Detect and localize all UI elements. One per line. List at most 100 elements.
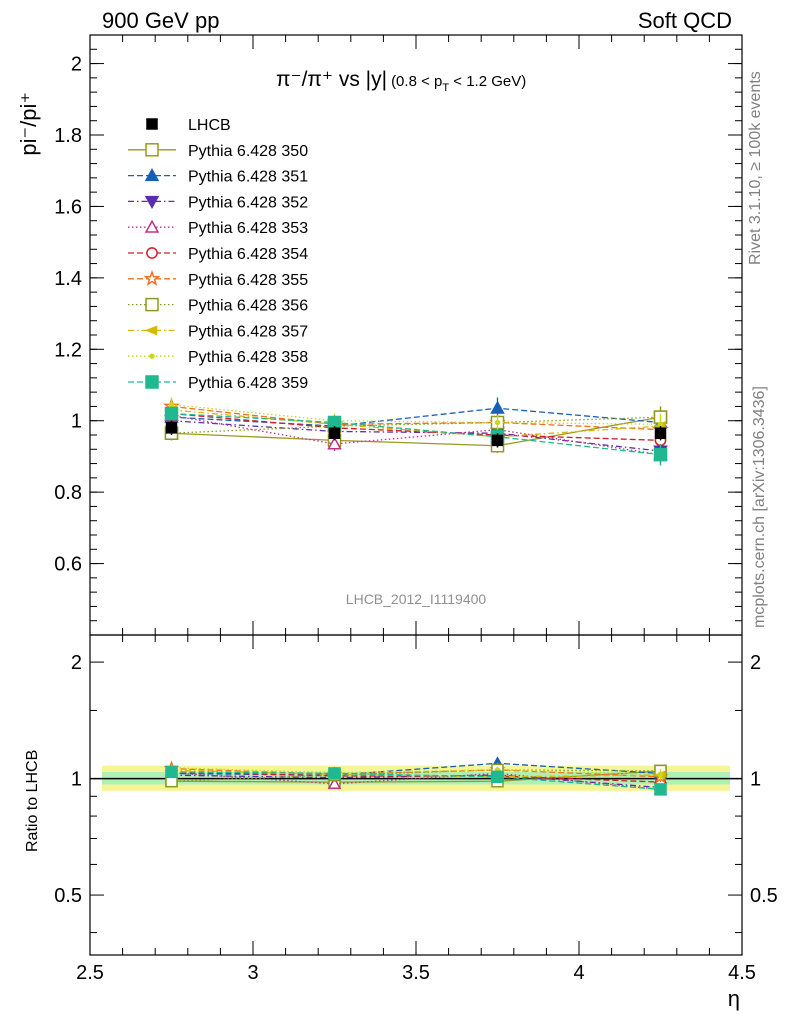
legend-label: Pythia 6.428 350 [188,143,308,160]
legend-label: Pythia 6.428 358 [188,349,308,366]
ratio-point [328,767,341,780]
data-point [328,427,341,439]
ratio-tick-label-left: 2 [71,652,82,674]
series-point [653,447,668,462]
series-9 [164,406,668,466]
x-tick-label: 4 [573,962,584,984]
series-point [494,419,501,426]
series-1 [164,397,668,434]
legend-marker [144,168,160,182]
ratio-series-line [171,769,661,782]
series-line [171,407,661,427]
legend-label: Pythia 6.428 359 [188,375,308,392]
legend-label: Pythia 6.428 355 [188,272,308,289]
ratio-y-label: Ratio to LHCB [24,750,41,852]
x-tick-label: 2.5 [76,962,104,984]
legend-marker [144,325,158,336]
axis-ticks: 2.5 3 3.5 4 4.5 0.6 0.8 1 1.2 1.4 1.6 1.8 2 0.5 0.5 1 1 2… [54,35,778,984]
ratio-tick-label-left: 0.5 [54,885,82,907]
ratio-tick-label-right: 2 [750,652,761,674]
legend-entry-7: Pythia 6.428 357 [128,323,308,340]
legend-entry-1: Pythia 6.428 351 [128,168,308,186]
x-tick-label: 3.5 [402,962,430,984]
legend-entry-data: LHCB [146,117,231,134]
legend-entry-6: Pythia 6.428 356 [128,298,308,315]
data-point [654,427,667,439]
ratio-tick-label-left: 1 [71,769,82,791]
legend-label: Pythia 6.428 354 [188,246,308,263]
chart-title-main: π⁻/π⁺ vs |y| [276,68,387,91]
series-line [171,420,661,452]
legend-entry-2: Pythia 6.428 352 [128,194,308,211]
legend-entry-3: Pythia 6.428 353 [128,219,308,237]
data-point [491,434,504,447]
series-line [171,412,661,456]
ratio-series-line [171,772,661,791]
ratio-series-line [171,767,661,775]
series-point [164,406,179,421]
legend-marker [145,297,159,312]
y-tick-label: 1.4 [54,268,82,290]
series-line [171,412,661,442]
header-left: 900 GeV pp [102,8,219,33]
legend-marker [145,375,159,389]
legend-marker [144,195,160,209]
legend-label: Pythia 6.428 351 [188,169,308,186]
x-tick-label: 3 [247,962,258,984]
ratio-series-9 [165,765,667,796]
legend-label: Pythia 6.428 356 [188,298,308,315]
legend-label: Pythia 6.428 352 [188,194,308,211]
ratio-series-line [171,771,661,791]
ratio-frame [89,634,743,956]
legend-marker [144,219,160,233]
series-point [490,400,505,414]
y-tick-label: 1.2 [54,339,82,361]
ratio-point [657,771,664,777]
legend-label: Pythia 6.428 357 [188,323,308,340]
mcplots-label: mcplots.cern.ch [arXiv:1306.3436] [751,386,768,628]
ratio-point [327,776,342,790]
header-right: Soft QCD [638,8,732,33]
legend-marker [146,247,158,259]
legend-entry-9: Pythia 6.428 359 [128,375,308,392]
ratio-point [491,770,504,784]
x-tick-label: 4.5 [728,962,756,984]
series-line [171,403,661,425]
rivet-label: Rivet 3.1.10, ≥ 100k events [747,71,764,265]
y-tick-label: 1.6 [54,196,82,218]
series-line [171,416,661,434]
y-tick-label: 1 [71,411,82,433]
y-tick-label: 1.8 [54,125,82,147]
chart-title-sub-sub: T [442,82,449,94]
ratio-tick-label-right: 0.5 [750,885,778,907]
y-tick-label: 0.6 [54,554,82,576]
legend-marker [149,353,155,359]
main-series-layer [163,397,669,466]
series-line [171,409,661,438]
legend: LHCB Pythia 6.428 350 Pythia 6.428 351 Pyth… [128,117,308,392]
analysis-id: LHCB_2012_I1119400 [346,591,487,607]
chart-title-sub-post: < 1.2 GeV) [449,73,526,90]
ratio-point [654,783,667,796]
x-axis-label: η [728,986,740,1011]
legend-marker [143,270,161,286]
series-2 [164,413,668,462]
legend-label: Pythia 6.428 353 [188,220,308,237]
series-point [657,421,664,427]
series-line [171,405,661,431]
chart-title: π⁻/π⁺ vs |y| (0.8 < pT < 1.2 GeV) [276,68,526,94]
legend-label: LHCB [188,117,231,134]
y-axis-label: pi⁻/pi⁺ [16,92,41,156]
legend-entry-8: Pythia 6.428 358 [128,349,308,366]
legend-entry-4: Pythia 6.428 354 [128,246,308,263]
series-point [327,436,342,450]
legend-marker [145,143,159,157]
y-tick-label: 2 [71,54,82,76]
ratio-tick-label-right: 1 [750,769,761,791]
data-point [165,422,178,434]
legend-entry-0: Pythia 6.428 350 [128,143,308,160]
chart-title-sub-pre: (0.8 < p [391,73,442,90]
legend-entry-5: Pythia 6.428 355 [128,270,308,289]
data-series [165,420,667,448]
